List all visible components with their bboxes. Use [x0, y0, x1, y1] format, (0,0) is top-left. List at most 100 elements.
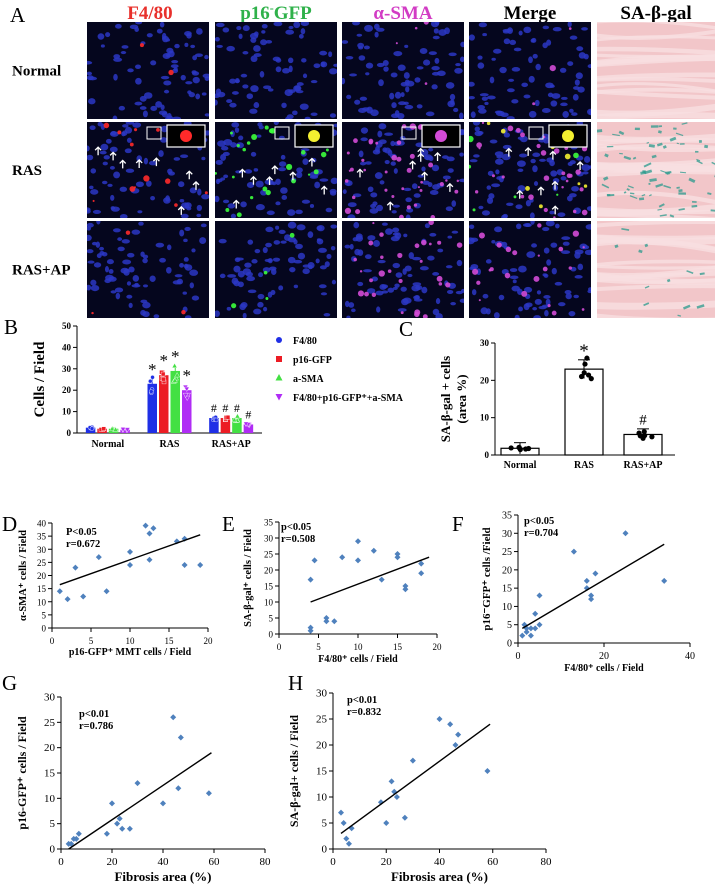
bar: [120, 429, 130, 433]
data-point: [80, 593, 87, 600]
data-point: [311, 557, 318, 564]
data-point: [64, 596, 71, 603]
y-tick-label: 10: [502, 602, 512, 613]
replicate-point: [183, 386, 190, 392]
y-tick-label: 30: [62, 364, 72, 374]
column-header: Merge: [504, 3, 557, 24]
x-axis-label: p16-GFP⁺ MMT cells / Field: [69, 647, 192, 658]
chart-c: 0 10 20 30 SA-β-gal + cells (area %) Normal RAS…: [438, 338, 675, 471]
data-point: [583, 577, 590, 584]
data-point: [170, 714, 177, 721]
data-point: [146, 556, 153, 563]
data-point: [146, 530, 153, 537]
replicate-point: [150, 375, 155, 380]
replicate-point: [641, 429, 647, 435]
significance-mark: *: [160, 351, 169, 370]
y-tick-label: 20: [502, 565, 512, 576]
data-point: [523, 629, 530, 636]
stat-r: r=0.672: [66, 539, 100, 550]
x-tick-label: 40: [685, 651, 695, 662]
y-tick-label: 25: [264, 550, 274, 560]
y-axis-label: α-SMA⁺ cells / Field: [18, 530, 29, 621]
x-tick-label: 0: [277, 642, 282, 652]
y-tick-label: 20: [62, 385, 72, 395]
data-point: [452, 742, 459, 748]
stat-r: r=0.704: [524, 528, 559, 539]
replicate-point: [526, 445, 532, 452]
data-point: [175, 785, 182, 792]
stat-r: r=0.832: [347, 707, 381, 718]
data-point: [73, 835, 80, 842]
data-point: [401, 814, 408, 821]
y-tick-label: 5: [269, 614, 274, 624]
data-point: [661, 577, 668, 584]
y-tick-label: 20: [44, 742, 56, 754]
x-axis-label: Fibrosis area (%): [114, 869, 211, 884]
panel-letter-h: H: [288, 671, 303, 695]
replicate-point: [182, 392, 189, 399]
legend-label: p16-GFP: [293, 355, 332, 366]
micrograph-tile: [342, 221, 464, 318]
y-axis-label: SA-β-gal⁺ cells / Field: [243, 529, 254, 627]
y-tick-label: 10: [62, 407, 72, 417]
replicate-point: [243, 421, 249, 427]
data-point: [447, 721, 454, 728]
y-tick-label: 5: [507, 620, 512, 631]
y-tick-label: 20: [316, 740, 328, 752]
chart-e: 0 5 10 15 20 25 30 35 0 5 10 15 20 p<0.05r=0.508 F4/80…: [243, 518, 442, 666]
replicate-point: [172, 377, 178, 383]
x-tick-label: 80: [541, 856, 553, 868]
replicate-point: [231, 416, 238, 423]
data-point: [126, 825, 133, 832]
data-point: [127, 562, 133, 568]
y-tick-label: 10: [44, 793, 56, 805]
y-tick-label: 25: [44, 717, 56, 729]
replicate-point: [581, 370, 587, 376]
y-tick-label: 30: [37, 545, 47, 555]
data-point: [323, 618, 330, 625]
data-point: [197, 562, 204, 568]
x-tick-label: 40: [434, 856, 446, 868]
data-point: [527, 632, 534, 639]
y-tick-label: 25: [502, 547, 512, 558]
stat-p: p<0.05: [524, 516, 554, 527]
replicate-point: [508, 445, 514, 451]
significance-mark: #: [222, 401, 228, 415]
micrograph-tile: [597, 22, 715, 119]
y-tick-label: 15: [316, 766, 328, 778]
stat-r: r=0.508: [281, 534, 315, 545]
x-tick-label: RAS+AP: [212, 439, 251, 450]
data-point: [378, 576, 385, 583]
data-point: [343, 835, 350, 842]
data-point: [307, 627, 314, 634]
y-tick-label: 0: [67, 428, 72, 438]
x-axis-label: F4/80⁺ cells / Field: [564, 663, 644, 674]
replicate-point: [637, 433, 643, 439]
data-point: [622, 530, 629, 537]
bar: [159, 375, 169, 433]
y-tick-label: 25: [316, 714, 328, 726]
micrograph-tile: [469, 122, 591, 218]
data-point: [205, 790, 212, 797]
y-axis-label: p16⁻GFP⁺ cells /Field: [481, 527, 493, 630]
y-tick-label: 10: [316, 792, 328, 804]
data-point: [142, 522, 149, 529]
y-tick-label: 0: [269, 630, 274, 640]
y-tick-label: 0: [50, 844, 56, 856]
data-point: [536, 621, 543, 628]
x-tick-label: 20: [204, 636, 214, 646]
data-point: [409, 757, 416, 764]
y-tick-label: 10: [480, 413, 490, 423]
data-point: [103, 830, 110, 837]
data-point: [119, 825, 126, 832]
bar: [209, 418, 219, 433]
micrograph-tile: [342, 122, 464, 218]
data-point: [355, 538, 361, 545]
y-tick-label: 5: [50, 818, 56, 830]
significance-mark: *: [579, 341, 589, 362]
replicate-point: [578, 373, 585, 380]
trend-line: [59, 534, 201, 586]
x-tick-label: RAS: [574, 460, 594, 471]
data-point: [307, 624, 314, 631]
data-point: [588, 596, 595, 603]
